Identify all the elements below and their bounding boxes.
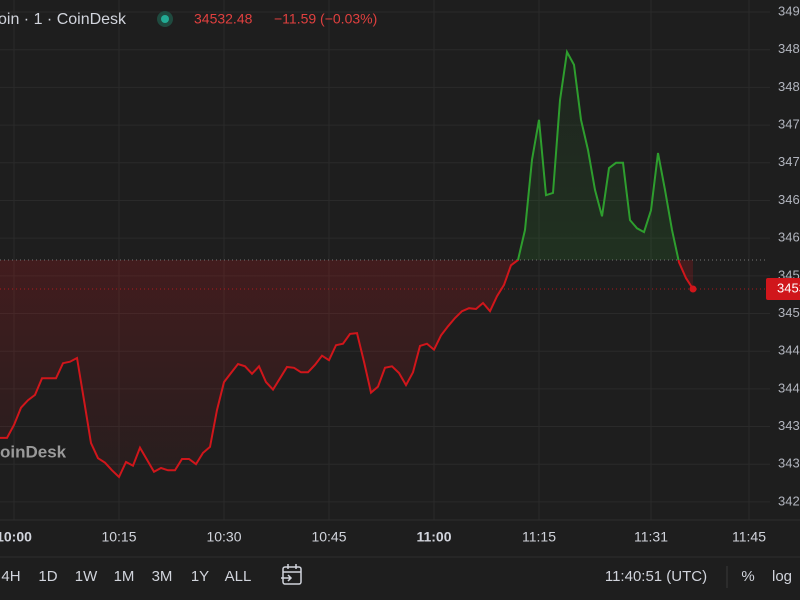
y-tick-label: 34500: [778, 305, 800, 320]
range-button[interactable]: 1Y: [191, 568, 209, 585]
y-tick-label: 34700: [778, 154, 800, 169]
status-dot: [161, 15, 169, 23]
y-tick-label: 34800: [778, 79, 800, 94]
range-button[interactable]: 1W: [75, 568, 98, 585]
range-button[interactable]: 3M: [152, 568, 173, 585]
header-change: −11.59 (−0.03%): [274, 11, 377, 27]
watermark: oinDesk: [0, 442, 67, 461]
range-button[interactable]: ALL: [225, 568, 252, 585]
area-down: [0, 260, 693, 477]
price-line-up: [516, 48, 680, 260]
range-button[interactable]: 4H: [1, 568, 20, 585]
log-button[interactable]: log: [772, 568, 792, 585]
last-price-label: 34532.48: [777, 280, 800, 295]
header-price: 34532.48: [194, 11, 253, 27]
clock: 11:40:51 (UTC): [605, 568, 707, 585]
x-tick-label: 10:00: [0, 529, 32, 545]
last-point: [689, 285, 697, 293]
percent-button[interactable]: %: [741, 568, 754, 585]
x-tick-label: 11:15: [522, 529, 556, 545]
x-tick-label: 10:30: [206, 529, 241, 545]
y-tick-label: 34450: [778, 343, 800, 358]
symbol-title: oin · 1 · CoinDesk: [0, 11, 127, 28]
y-tick-label: 34600: [778, 230, 800, 245]
range-button[interactable]: 1M: [114, 568, 135, 585]
price-line-down: [0, 260, 694, 479]
y-tick-label: 34250: [778, 493, 800, 508]
x-tick-label: 10:15: [101, 529, 136, 545]
y-tick-label: 34400: [778, 380, 800, 395]
last-price-box: [766, 278, 800, 301]
x-tick-label: 10:45: [311, 529, 346, 545]
x-tick-label: 11:00: [416, 529, 451, 545]
calendar-icon[interactable]: [281, 564, 302, 585]
y-tick-label: 34750: [778, 117, 800, 132]
y-tick-label: 34350: [778, 418, 800, 433]
plot: [0, 48, 766, 479]
y-tick-label: 34650: [778, 192, 800, 207]
x-tick-label: 11:45: [732, 529, 766, 545]
range-button[interactable]: 1D: [38, 568, 57, 585]
x-tick-label: 11:31: [634, 529, 668, 545]
y-tick-label: 34900: [778, 3, 800, 18]
y-tick-label: 34300: [778, 456, 800, 471]
area-up: [0, 52, 693, 260]
y-tick-label: 34850: [778, 41, 800, 56]
